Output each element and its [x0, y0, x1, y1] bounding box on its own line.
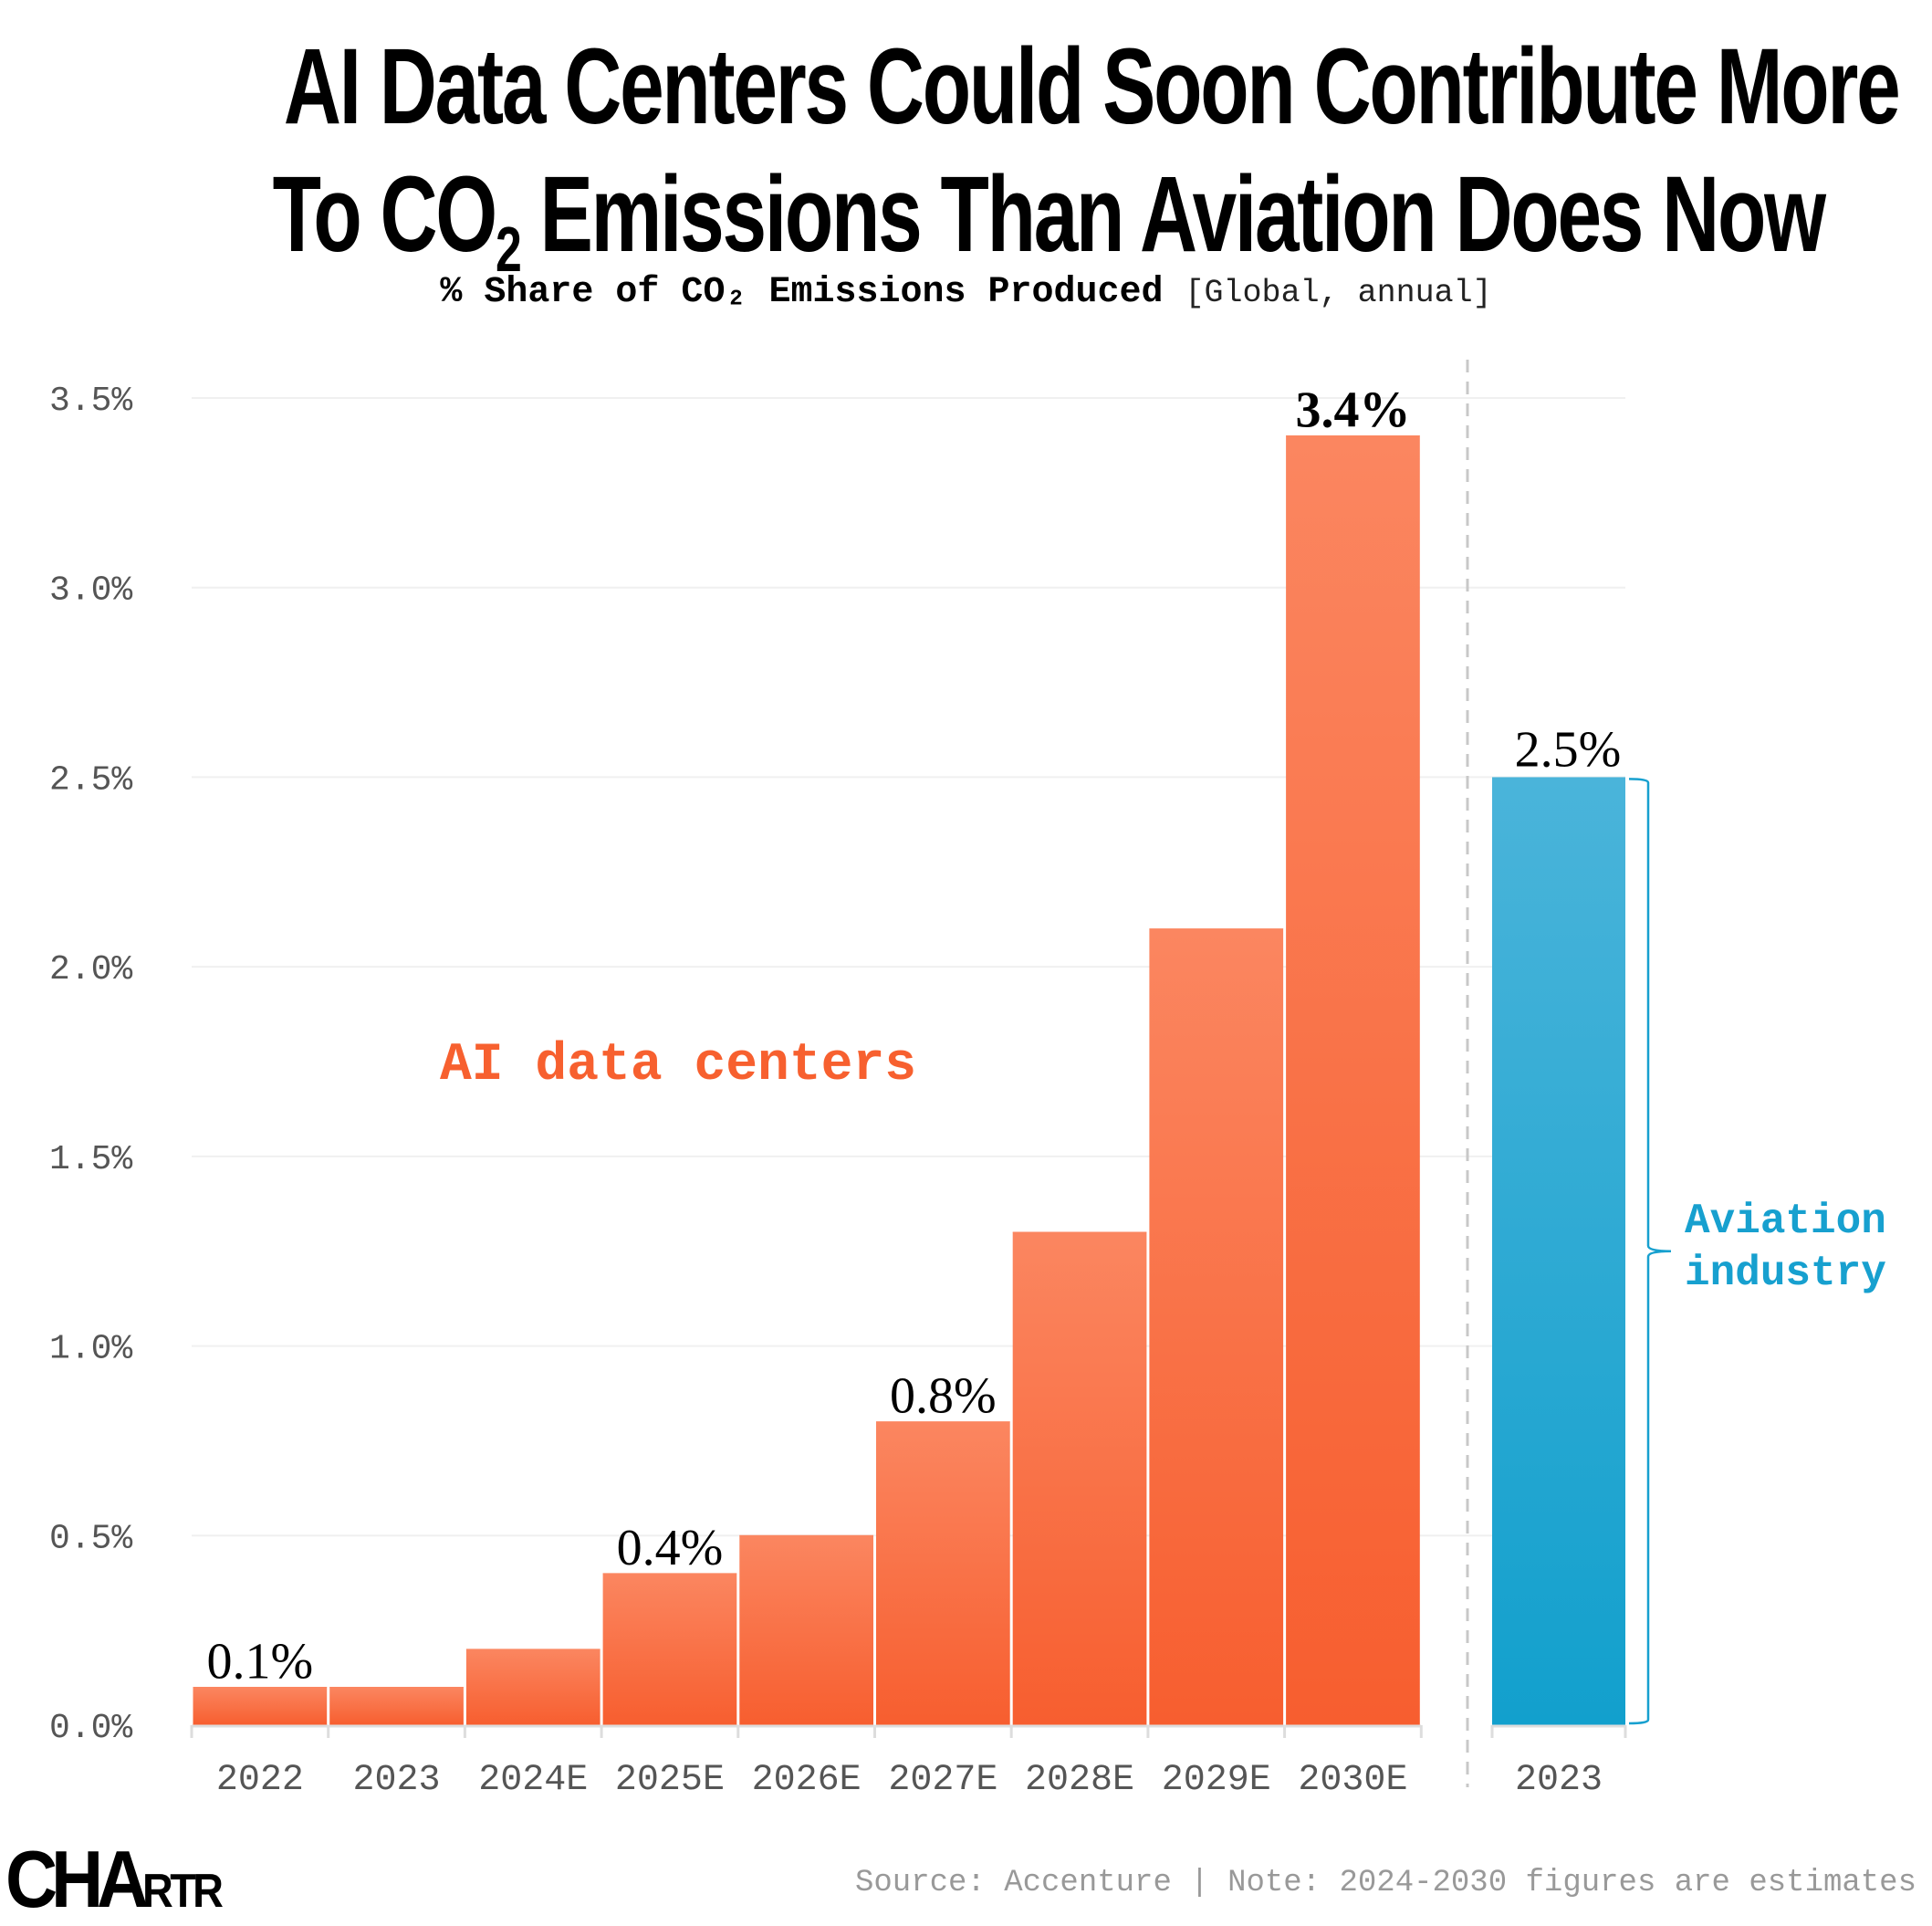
data-label: 3.4%: [1295, 382, 1410, 439]
series-label-ai-data-centers: AI data centers: [440, 1036, 916, 1095]
title-subscript: 2: [496, 214, 522, 285]
y-tick-label: 3.0%: [49, 571, 132, 611]
x-tick-label: 2028E: [1025, 1760, 1134, 1801]
bar-2026E: [739, 1535, 873, 1725]
chartr-logo: CHARTR: [5, 1834, 224, 1924]
y-tick-label: 0.5%: [49, 1519, 132, 1558]
y-tick-label: 3.5%: [49, 382, 132, 421]
subtitle-qualifier: [Global, annual]: [1185, 275, 1492, 311]
bar-2029E: [1149, 928, 1284, 1725]
data-labels: 0.1% 0.4% 0.8% 3.4% 2.5%: [207, 382, 1622, 1690]
y-tick-label: 2.5%: [49, 760, 132, 800]
bars: [193, 435, 1625, 1725]
bar-2022: [193, 1687, 328, 1725]
aviation-bracket: [1628, 778, 1672, 1725]
data-label: 0.8%: [890, 1368, 997, 1425]
x-axis: 2022 2023 2024E 2025E 2026E 2027E 2028E 2029E 20…: [190, 1724, 1627, 1801]
x-tick-label: 2027E: [888, 1760, 997, 1801]
title-text: AI Data Centers Could Soon Contribute Mo…: [283, 26, 1901, 147]
x-tick-label: 2023: [1515, 1760, 1603, 1801]
data-label: 0.1%: [207, 1633, 314, 1690]
x-tick-label: 2029E: [1162, 1760, 1271, 1801]
title-part: To CO: [272, 154, 498, 275]
y-tick-label: 1.5%: [49, 1140, 132, 1179]
data-label: 2.5%: [1515, 721, 1622, 778]
bar-2027E: [876, 1421, 1010, 1725]
bar-aviation-2023: [1492, 777, 1625, 1725]
x-tick-label: 2030E: [1298, 1760, 1407, 1801]
chart-subtitle: % Share of CO₂ Emissions Produced [Globa…: [0, 272, 1932, 313]
x-tick-label: 2025E: [615, 1760, 725, 1801]
bar-2023: [329, 1687, 464, 1725]
bar-2028E: [1012, 1231, 1147, 1725]
source-note: Source: Accenture | Note: 2024-2030 figu…: [855, 1866, 1916, 1900]
bar-2030E: [1286, 435, 1420, 1725]
x-tick-label: 2022: [216, 1760, 304, 1801]
title-text: To CO2 Emissions Than Aviation Does Now: [272, 154, 1826, 285]
bar-2025E: [602, 1573, 737, 1725]
x-tick-label: 2023: [353, 1760, 441, 1801]
data-label: 0.4%: [617, 1520, 724, 1576]
series-label-aviation-line-1: Aviation: [1685, 1198, 1886, 1245]
x-tick-label: 2026E: [752, 1760, 862, 1801]
title-part: Emissions Than Aviation Does Now: [519, 154, 1826, 275]
subtitle-main: % Share of CO₂ Emissions Produced: [440, 272, 1164, 313]
y-tick-label: 0.0%: [49, 1709, 132, 1748]
y-tick-label: 1.0%: [49, 1330, 132, 1369]
series-label-aviation-line-2: industry: [1685, 1250, 1886, 1297]
chart-title-line-1: AI Data Centers Could Soon Contribute Mo…: [0, 33, 1932, 141]
x-tick-label: 2024E: [478, 1760, 588, 1801]
y-tick-label: 2.0%: [49, 950, 132, 989]
chart-title-line-2: To CO2 Emissions Than Aviation Does Now: [0, 161, 1932, 281]
y-axis: 0.0% 0.5% 1.0% 1.5% 2.0% 2.5% 3.0% 3.5%: [49, 382, 132, 1748]
bar-2024E: [465, 1649, 600, 1725]
